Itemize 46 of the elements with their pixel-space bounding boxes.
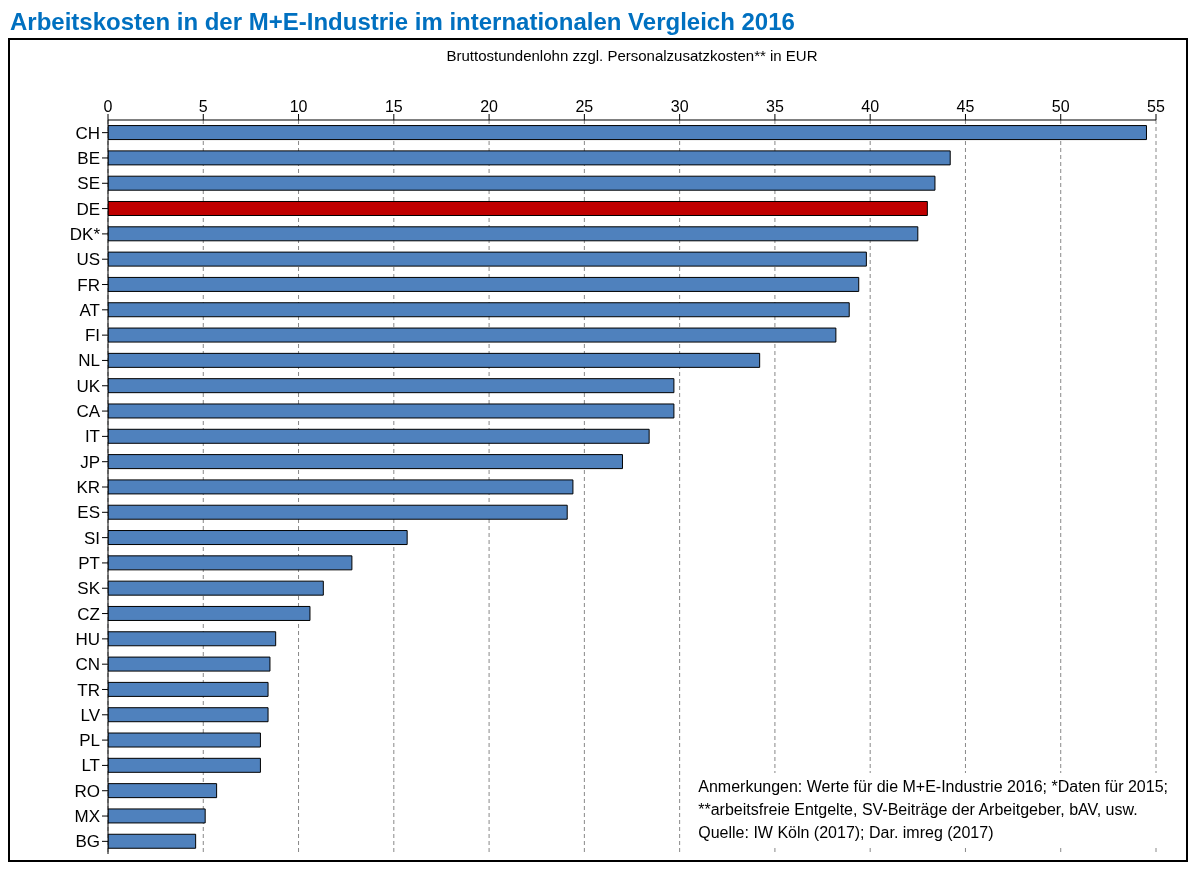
y-tick-label: CZ <box>77 604 100 624</box>
x-tick-label: 25 <box>575 98 594 115</box>
y-tick-label: US <box>76 250 100 270</box>
y-tick-label: PT <box>78 553 100 573</box>
y-tick-label: RO <box>74 781 100 801</box>
y-tick-label: SI <box>83 528 100 548</box>
y-tick-label: BE <box>77 149 100 168</box>
y-tick-label: SE <box>77 174 100 194</box>
y-tick-label: LT <box>81 756 100 776</box>
y-tick-label: LV <box>80 705 101 725</box>
y-tick-label: AT <box>79 300 100 320</box>
y-tick-label: CH <box>75 123 100 143</box>
annotation: Quelle: IW Köln (2017); Dar. imreg (2017) <box>698 823 995 843</box>
x-tick-label: 50 <box>1051 98 1070 115</box>
x-tick-label: 5 <box>198 98 208 115</box>
x-tick-label: 45 <box>956 98 975 115</box>
y-tick-label: FI <box>84 326 100 346</box>
x-tick-label: 20 <box>480 98 499 115</box>
y-tick-label: IT <box>84 427 100 447</box>
y-tick-label: MX <box>74 807 100 827</box>
y-tick-label: ES <box>77 503 100 523</box>
y-tick-label: TR <box>77 680 100 700</box>
y-tick-label: FR <box>77 275 100 295</box>
x-tick-label: 10 <box>289 98 308 115</box>
x-tick-label: 35 <box>766 98 784 115</box>
y-tick-label: JP <box>80 452 100 472</box>
x-tick-label: 0 <box>103 98 113 115</box>
x-tick-label: 55 <box>1147 98 1165 115</box>
x-tick-label: 40 <box>861 98 880 115</box>
y-tick-label: KR <box>76 478 100 498</box>
x-tick-label: 15 <box>384 98 403 115</box>
y-tick-label: DE <box>76 199 100 219</box>
annotation: **arbeitsfreie Entgelte, SV-Beiträge der Arbeitgeber, bAV, usw. <box>698 800 1139 820</box>
y-tick-label: SK <box>77 579 101 599</box>
x-tick-label: 30 <box>670 98 689 115</box>
x-axis-title: Bruttostundenlohn zzgl. Personalzusatzkosten** in EUR <box>446 46 818 64</box>
annotation: Anmerkungen: Werte für die M+E-Industrie 2016; *Daten für 2015; <box>698 777 1168 797</box>
y-tick-label: UK <box>76 376 101 396</box>
chart-title: Arbeitskosten in der M+E-Industrie im internationalen Vergleich 2016 <box>10 8 796 36</box>
y-tick-label: PL <box>79 731 100 751</box>
y-tick-label: CA <box>76 402 101 422</box>
y-tick-label: CN <box>75 655 100 675</box>
y-tick-label: HU <box>75 629 100 649</box>
y-tick-label: DK* <box>69 224 101 244</box>
y-tick-label: NL <box>78 351 100 371</box>
y-tick-label: BG <box>75 832 100 852</box>
